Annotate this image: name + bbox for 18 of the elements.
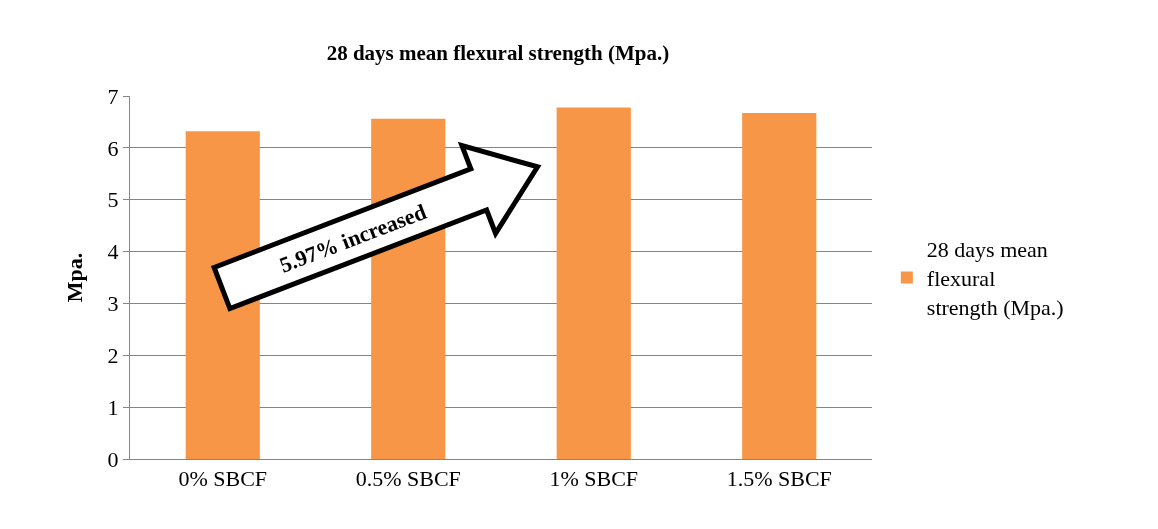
- y-axis-title: Mpa.: [62, 252, 88, 303]
- y-tick-label: 3: [107, 291, 119, 317]
- x-tick-label: 1% SBCF: [549, 466, 639, 492]
- bar: [185, 131, 260, 459]
- x-tick-label: 1.5% SBCF: [726, 466, 832, 492]
- y-tick-label: 4: [107, 239, 119, 265]
- y-tick-label: 2: [107, 342, 119, 368]
- y-tick-label: 1: [107, 394, 119, 420]
- y-tick-label: 6: [107, 135, 119, 161]
- y-tick-label: 7: [107, 83, 119, 109]
- x-tick-label: 0.5% SBCF: [355, 466, 461, 492]
- x-tick-label: 0% SBCF: [178, 466, 268, 492]
- bar: [556, 107, 631, 459]
- bar: [742, 113, 817, 459]
- y-tick-label: 5: [107, 187, 119, 213]
- y-tick-label: 0: [107, 446, 119, 472]
- legend-label: 28 days mean flexural strength (Mpa.): [926, 237, 1064, 320]
- chart-title: 28 days mean flexural strength (Mpa.): [326, 41, 670, 66]
